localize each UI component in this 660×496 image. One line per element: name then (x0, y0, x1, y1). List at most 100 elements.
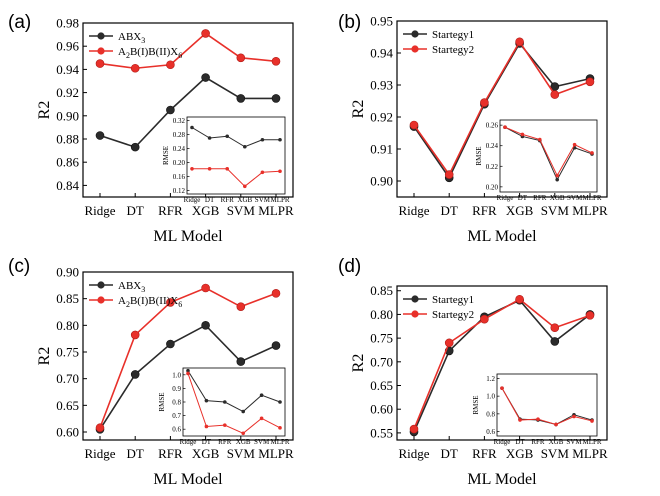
inset-data-point (520, 132, 525, 137)
data-point (201, 73, 210, 82)
y-tick-label: 0.75 (56, 345, 79, 360)
data-point (166, 60, 175, 70)
data-point (585, 311, 595, 320)
inset-frame (182, 367, 286, 437)
plot-frame (396, 285, 608, 441)
x-tick-label: XGB (506, 446, 534, 461)
legend-label-2: A2B(I)B(II)X6 (118, 46, 182, 60)
y-tick-label: 0.55 (370, 425, 393, 440)
data-point (480, 314, 489, 324)
inset-data-point (554, 422, 558, 427)
plot-frame (396, 20, 608, 198)
inset-data-point (223, 400, 227, 404)
y-tick-label: 0.65 (370, 378, 393, 393)
inset-x-tick-label: Ridge (497, 194, 514, 202)
x-tick-label: SVM (541, 446, 570, 461)
y-tick-label: 0.94 (56, 62, 79, 77)
inset-y-tick-label: 1.2 (486, 375, 495, 383)
data-point (201, 321, 210, 330)
inset-y-tick-label: 0.26 (486, 122, 499, 130)
inset-y-tick-label: 0.16 (173, 173, 186, 181)
inset-chart: 0.12 0.16 0.20 0.24 0.28 0.32 Ridge DT RFR XGB SVM… (162, 116, 290, 204)
y-tick-label: 0.80 (370, 307, 393, 322)
legend-marker (97, 296, 105, 304)
inset-data-point (278, 400, 282, 404)
inset-x-tick-label: SVM (254, 438, 270, 446)
inset-series-line-2 (501, 387, 593, 426)
data-point (166, 105, 175, 115)
inset-x-tick-label: Ridge (494, 438, 511, 446)
x-tick-label: DT (127, 203, 144, 218)
legend-label-2: A2B(I)B(II)X6 (118, 295, 182, 309)
inset-y-axis-title: RMSE (162, 146, 170, 165)
data-point (236, 94, 246, 103)
inset-data-point (590, 419, 594, 423)
y-tick-label: 0.95 (370, 14, 393, 29)
inset-x-tick-label: RFR (218, 438, 232, 446)
legend-marker (411, 45, 419, 53)
y-tick-label: 0.92 (56, 85, 79, 100)
y-axis-title: R2 (36, 347, 53, 366)
data-point (130, 330, 140, 340)
inset-data-point (259, 393, 264, 398)
y-tick-label: 0.70 (370, 354, 393, 369)
x-tick-label: XGB (192, 446, 220, 461)
inset-data-point (590, 151, 594, 155)
x-tick-label: RFR (472, 446, 497, 461)
inset-data-point (555, 177, 559, 182)
legend-label-2: Startegy2 (432, 44, 474, 56)
y-axis-title: R2 (350, 100, 367, 119)
inset-y-tick-label: 0.7 (172, 412, 181, 420)
inset-data-point (518, 418, 522, 422)
data-point (550, 323, 560, 332)
inset-y-tick-label: 0.6 (486, 428, 495, 436)
inset-data-point (204, 398, 209, 403)
inset-series-line-1 (504, 126, 593, 181)
chart-panel-d: (d) 0.55 0.60 0.65 0.70 0.75 0.80 0.85 Ridge DT RF… (338, 256, 608, 488)
data-point (130, 142, 140, 152)
plot-frame (82, 22, 294, 198)
inset-data-point (186, 371, 190, 376)
y-tick-label: 0.84 (56, 178, 79, 193)
inset-data-point (190, 125, 194, 130)
inset-frame (186, 116, 286, 195)
inset-data-point (223, 423, 227, 427)
inset-x-tick-label: MLPR (270, 438, 289, 446)
chart-panel-a: (a) 0.84 0.86 0.88 0.90 0.92 0.94 0.96 0.98 Ridge… (8, 12, 294, 245)
x-tick-label: Ridge (84, 203, 115, 218)
inset-x-tick-label: MLPR (582, 438, 601, 446)
series-line-1 (99, 76, 276, 149)
y-tick-label: 0.94 (370, 46, 393, 61)
y-tick-label: 0.88 (56, 132, 79, 147)
data-point (166, 298, 175, 307)
y-tick-label: 0.80 (56, 318, 79, 333)
inset-data-point (243, 144, 247, 149)
data-point (271, 56, 281, 66)
inset-data-point (500, 386, 504, 390)
panel-label: (b) (338, 12, 361, 33)
inset-x-tick-label: RFR (531, 438, 545, 446)
inset-y-axis-title: RMSE (472, 395, 480, 414)
inset-data-point (278, 169, 282, 174)
legend: Startegy1 Startegy2 (403, 29, 474, 56)
data-point (201, 29, 210, 38)
inset-y-tick-label: 0.28 (173, 131, 186, 139)
inset-data-point (204, 424, 209, 429)
data-point (480, 98, 489, 107)
inset-data-point (278, 137, 282, 142)
data-point (550, 90, 560, 99)
inset-y-tick-label: 0.9 (172, 385, 181, 393)
inset-x-tick-label: MLPR (582, 194, 601, 202)
data-point (95, 59, 105, 68)
plot-frame (82, 271, 294, 441)
data-point (95, 131, 105, 140)
inset-x-tick-label: DT (518, 194, 528, 202)
inset-data-point (260, 137, 265, 142)
inset-data-point (538, 137, 542, 142)
legend: Startegy1 Startegy2 (403, 294, 474, 321)
inset-y-tick-label: 1.0 (486, 393, 495, 401)
inset-data-point (555, 173, 559, 178)
legend-label-1: ABX3 (118, 280, 145, 294)
data-point (409, 424, 419, 434)
